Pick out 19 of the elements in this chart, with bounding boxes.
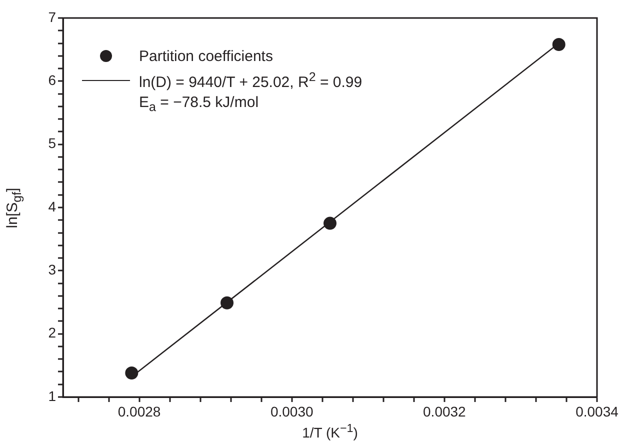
y-tick-label: 5 (48, 135, 56, 152)
y-tick-label: 2 (48, 324, 56, 341)
legend-label: Partition coefficients (139, 48, 273, 64)
x-tick-label: 0.0032 (423, 403, 466, 420)
legend-label: ln(D) = 9440/T + 25.02, R$^{2}$ = 0.99 (139, 70, 362, 90)
y-tick-label: 7 (48, 8, 56, 25)
y-tick-label: 4 (48, 198, 56, 214)
y-tick-label: 1 (48, 388, 56, 404)
x-tick-label: 0.0028 (118, 403, 161, 420)
x-tick-label: 0.0030 (270, 403, 314, 420)
point (125, 366, 138, 380)
y-tick-label: 3 (48, 262, 56, 278)
x-axis-title: 1/T (K$^{−1}$) (301, 422, 359, 441)
point (552, 38, 566, 52)
y-tick-label: 6 (48, 72, 56, 88)
point (220, 296, 234, 310)
point (324, 216, 336, 230)
x-tick-label: 0.0034 (576, 403, 619, 420)
annotation: E$_{a}$ = −78.5 kJ/mol (139, 94, 259, 114)
